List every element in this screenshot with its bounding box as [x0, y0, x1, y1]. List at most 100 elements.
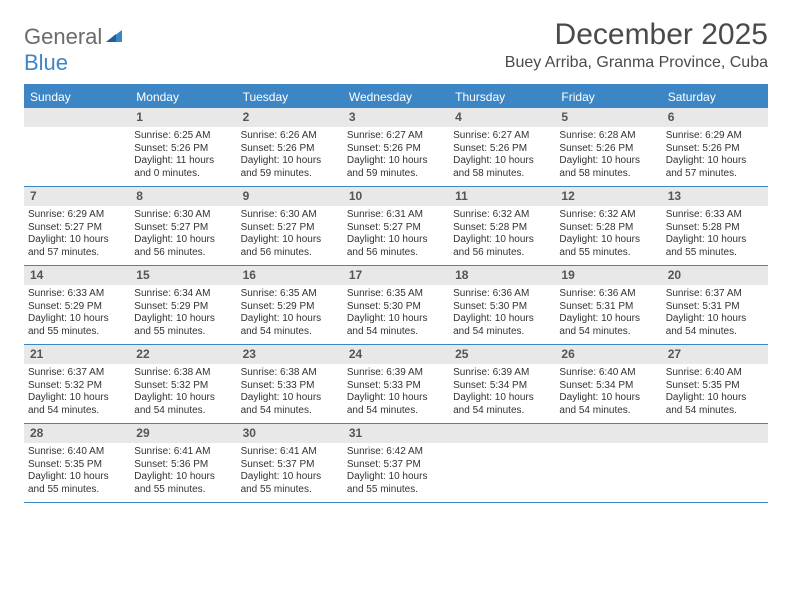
day-number: 25 — [449, 345, 555, 364]
dow-friday: Friday — [555, 86, 661, 108]
daylight-text: Daylight: 10 hours and 57 minutes. — [666, 155, 764, 180]
day-body: Sunrise: 6:30 AMSunset: 5:27 PMDaylight:… — [237, 206, 343, 265]
day-body: Sunrise: 6:30 AMSunset: 5:27 PMDaylight:… — [130, 206, 236, 265]
daylight-text: Daylight: 10 hours and 55 minutes. — [28, 471, 126, 496]
day-number — [449, 424, 555, 443]
day-cell: 11Sunrise: 6:32 AMSunset: 5:28 PMDayligh… — [449, 187, 555, 265]
day-cell: 15Sunrise: 6:34 AMSunset: 5:29 PMDayligh… — [130, 266, 236, 344]
day-cell — [662, 424, 768, 502]
day-body: Sunrise: 6:33 AMSunset: 5:29 PMDaylight:… — [24, 285, 130, 344]
sunset-text: Sunset: 5:37 PM — [347, 459, 445, 472]
day-body: Sunrise: 6:42 AMSunset: 5:37 PMDaylight:… — [343, 443, 449, 502]
day-number: 29 — [130, 424, 236, 443]
daylight-text: Daylight: 10 hours and 54 minutes. — [134, 392, 232, 417]
day-body: Sunrise: 6:38 AMSunset: 5:32 PMDaylight:… — [130, 364, 236, 423]
sunrise-text: Sunrise: 6:30 AM — [134, 209, 232, 222]
sunrise-text: Sunrise: 6:26 AM — [241, 130, 339, 143]
day-body: Sunrise: 6:32 AMSunset: 5:28 PMDaylight:… — [555, 206, 661, 265]
day-body: Sunrise: 6:36 AMSunset: 5:31 PMDaylight:… — [555, 285, 661, 344]
sunrise-text: Sunrise: 6:27 AM — [453, 130, 551, 143]
sunrise-text: Sunrise: 6:34 AM — [134, 288, 232, 301]
sunrise-text: Sunrise: 6:28 AM — [559, 130, 657, 143]
day-number: 17 — [343, 266, 449, 285]
daylight-text: Daylight: 10 hours and 58 minutes. — [453, 155, 551, 180]
day-number: 4 — [449, 108, 555, 127]
day-cell: 2Sunrise: 6:26 AMSunset: 5:26 PMDaylight… — [237, 108, 343, 186]
daylight-text: Daylight: 10 hours and 54 minutes. — [666, 392, 764, 417]
day-body: Sunrise: 6:36 AMSunset: 5:30 PMDaylight:… — [449, 285, 555, 344]
day-number: 28 — [24, 424, 130, 443]
day-cell: 23Sunrise: 6:38 AMSunset: 5:33 PMDayligh… — [237, 345, 343, 423]
sunrise-text: Sunrise: 6:36 AM — [453, 288, 551, 301]
logo-sail-icon — [104, 28, 124, 49]
daylight-text: Daylight: 10 hours and 55 minutes. — [134, 313, 232, 338]
sunrise-text: Sunrise: 6:40 AM — [559, 367, 657, 380]
logo-word-blue: Blue — [24, 50, 68, 75]
day-number: 8 — [130, 187, 236, 206]
day-cell: 30Sunrise: 6:41 AMSunset: 5:37 PMDayligh… — [237, 424, 343, 502]
day-cell: 25Sunrise: 6:39 AMSunset: 5:34 PMDayligh… — [449, 345, 555, 423]
day-cell: 10Sunrise: 6:31 AMSunset: 5:27 PMDayligh… — [343, 187, 449, 265]
daylight-text: Daylight: 10 hours and 54 minutes. — [241, 392, 339, 417]
day-number: 26 — [555, 345, 661, 364]
day-body: Sunrise: 6:41 AMSunset: 5:37 PMDaylight:… — [237, 443, 343, 502]
daylight-text: Daylight: 10 hours and 55 minutes. — [666, 234, 764, 259]
day-body: Sunrise: 6:37 AMSunset: 5:32 PMDaylight:… — [24, 364, 130, 423]
daylight-text: Daylight: 10 hours and 57 minutes. — [28, 234, 126, 259]
sunset-text: Sunset: 5:27 PM — [28, 222, 126, 235]
sunset-text: Sunset: 5:26 PM — [134, 143, 232, 156]
sunrise-text: Sunrise: 6:37 AM — [666, 288, 764, 301]
day-body: Sunrise: 6:40 AMSunset: 5:35 PMDaylight:… — [662, 364, 768, 423]
week-row: 1Sunrise: 6:25 AMSunset: 5:26 PMDaylight… — [24, 108, 768, 187]
day-number: 6 — [662, 108, 768, 127]
sunset-text: Sunset: 5:27 PM — [134, 222, 232, 235]
sunset-text: Sunset: 5:28 PM — [666, 222, 764, 235]
sunrise-text: Sunrise: 6:25 AM — [134, 130, 232, 143]
weeks-container: 1Sunrise: 6:25 AMSunset: 5:26 PMDaylight… — [24, 108, 768, 503]
day-number: 1 — [130, 108, 236, 127]
day-number: 12 — [555, 187, 661, 206]
week-row: 28Sunrise: 6:40 AMSunset: 5:35 PMDayligh… — [24, 424, 768, 503]
dow-tuesday: Tuesday — [237, 86, 343, 108]
daylight-text: Daylight: 10 hours and 54 minutes. — [28, 392, 126, 417]
location-text: Buey Arriba, Granma Province, Cuba — [505, 54, 768, 72]
day-cell: 4 Sunrise: 6:27 AMSunset: 5:26 PMDaylight… — [449, 108, 555, 186]
sunset-text: Sunset: 5:29 PM — [134, 301, 232, 314]
header: General Blue December 2025 Buey Arriba, … — [24, 18, 768, 76]
day-body: Sunrise: 6:29 AMSunset: 5:27 PMDaylight:… — [24, 206, 130, 265]
sunset-text: Sunset: 5:29 PM — [241, 301, 339, 314]
day-cell: 1Sunrise: 6:25 AMSunset: 5:26 PMDaylight… — [130, 108, 236, 186]
day-number — [555, 424, 661, 443]
day-cell: 31Sunrise: 6:42 AMSunset: 5:37 PMDayligh… — [343, 424, 449, 502]
daylight-text: Daylight: 10 hours and 54 minutes. — [347, 392, 445, 417]
sunset-text: Sunset: 5:33 PM — [347, 380, 445, 393]
sunset-text: Sunset: 5:26 PM — [666, 143, 764, 156]
day-cell: 17Sunrise: 6:35 AMSunset: 5:30 PMDayligh… — [343, 266, 449, 344]
daylight-text: Daylight: 10 hours and 55 minutes. — [134, 471, 232, 496]
day-number: 5 — [555, 108, 661, 127]
sunrise-text: Sunrise: 6:30 AM — [241, 209, 339, 222]
day-number: 22 — [130, 345, 236, 364]
sunrise-text: Sunrise: 6:41 AM — [241, 446, 339, 459]
sunrise-text: Sunrise: 6:37 AM — [28, 367, 126, 380]
day-cell: 19Sunrise: 6:36 AMSunset: 5:31 PMDayligh… — [555, 266, 661, 344]
day-body: Sunrise: 6:37 AMSunset: 5:31 PMDaylight:… — [662, 285, 768, 344]
day-body: Sunrise: 6:38 AMSunset: 5:33 PMDaylight:… — [237, 364, 343, 423]
sunset-text: Sunset: 5:26 PM — [453, 143, 551, 156]
sunset-text: Sunset: 5:35 PM — [666, 380, 764, 393]
sunset-text: Sunset: 5:26 PM — [347, 143, 445, 156]
sunset-text: Sunset: 5:26 PM — [241, 143, 339, 156]
daylight-text: Daylight: 10 hours and 55 minutes. — [241, 471, 339, 496]
dow-saturday: Saturday — [662, 86, 768, 108]
sunset-text: Sunset: 5:36 PM — [134, 459, 232, 472]
daylight-text: Daylight: 10 hours and 54 minutes. — [241, 313, 339, 338]
day-body: Sunrise: 6:32 AMSunset: 5:28 PMDaylight:… — [449, 206, 555, 265]
day-number: 31 — [343, 424, 449, 443]
day-number: 7 — [24, 187, 130, 206]
daylight-text: Daylight: 10 hours and 59 minutes. — [347, 155, 445, 180]
sunrise-text: Sunrise: 6:36 AM — [559, 288, 657, 301]
calendar-page: General Blue December 2025 Buey Arriba, … — [0, 0, 792, 521]
day-cell: 21Sunrise: 6:37 AMSunset: 5:32 PMDayligh… — [24, 345, 130, 423]
day-number: 2 — [237, 108, 343, 127]
sunset-text: Sunset: 5:34 PM — [453, 380, 551, 393]
